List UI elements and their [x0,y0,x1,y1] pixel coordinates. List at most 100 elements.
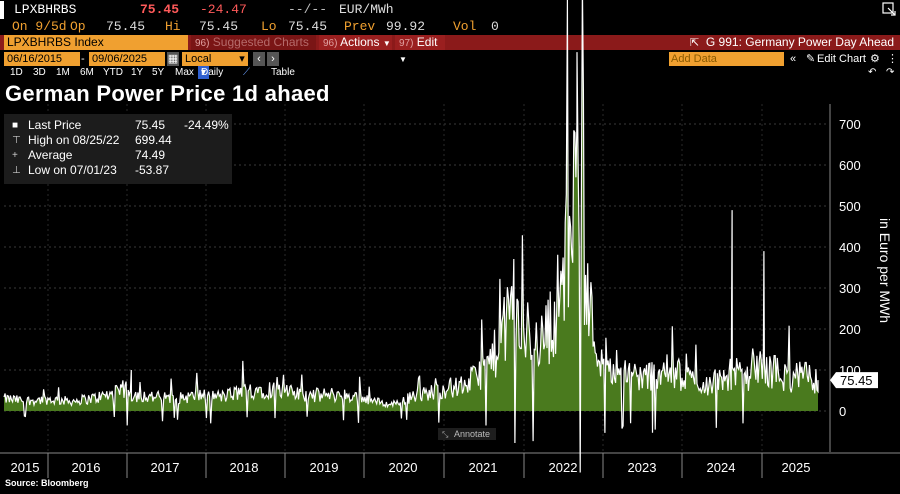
legend-average[interactable]: + Average 74.49 [4,148,232,163]
redo-icon[interactable]: ↷ [886,67,895,78]
chevron-down-icon: ▼ [382,39,391,48]
x-tick-label: 2015 [11,460,40,475]
x-tick-label: 2017 [151,460,180,475]
legend-low[interactable]: ⊥ Low on 07/01/23 -53.87 [4,163,232,178]
legend-last-price[interactable]: ■ Last Price 75.45 -24.49% [4,118,232,133]
x-tick-label: 2019 [310,460,339,475]
high-marker-icon: ⊤ [12,135,21,146]
period-1y[interactable]: 1Y [131,67,144,78]
x-tick-label: 2024 [707,460,736,475]
function-title[interactable]: ⇱ G 991: Germany Power Day Ahead [690,35,894,51]
prev-label: Prev [344,19,376,34]
frequency-label: Daily [201,67,224,78]
high-label: Hi [165,19,181,34]
step-forward-icon[interactable]: › [267,52,279,66]
price-unit: EUR/MWh [339,2,394,17]
legend-high[interactable]: ⊤ High on 08/25/22 699.44 [4,133,232,148]
y-tick-label: 0 [839,404,846,419]
actions-num: 96) [323,38,338,49]
low-label: Lo [261,19,277,34]
annotate-button[interactable]: ⤡ Annotate [438,428,496,440]
edit-chart-button[interactable]: Edit Chart [817,53,866,65]
legend-name: Average [28,148,73,162]
actions-button[interactable]: 96) Actions ▼ [319,35,392,50]
legend-value: -53.87 [135,163,170,177]
legend-name: High on 08/25/22 [28,133,120,147]
edit-chart-icon: ✎ [806,53,816,65]
period-6m[interactable]: 6M [80,67,94,78]
source-note: Source: Bloomberg [5,478,89,488]
period-ytd[interactable]: YTD [103,67,123,78]
legend-value: 699.44 [135,133,172,147]
step-back-icon[interactable]: ‹ [253,52,265,66]
resize-icon[interactable] [882,2,896,16]
security-field[interactable]: LPXBHRBS Index [4,35,188,50]
y-tick-label: 400 [839,240,861,255]
date-separator: - [81,53,85,65]
calendar-icon[interactable]: ▦ [167,52,179,66]
price-change: -24.47 [200,2,247,17]
gear-icon[interactable]: ⚙ [870,53,880,65]
annotate-bg [438,428,496,440]
period-1m[interactable]: 1M [56,67,70,78]
legend-value: 74.49 [135,148,166,162]
legend-name: Low on 07/01/23 [28,163,117,177]
function-bar: LPXBHRBS Index 96) Suggested Charts 96) … [0,35,900,64]
last-value-tag [830,372,878,389]
legend: ■ Last Price 75.45 -24.49% ⊤ High on 08/… [4,114,232,184]
y-tick-label: 700 [839,117,861,132]
edit-label: Edit [416,35,438,49]
quote-bar: LPXBHRBS 75.45 -24.47 --/-- EUR/MWh [0,0,900,20]
legend-name: Last Price [28,118,82,132]
annotate-label: Annotate [454,429,490,439]
volume-value: 0 [491,19,499,34]
ticker-symbol[interactable]: LPXBHRBS [0,1,80,19]
square-icon: ■ [12,120,19,131]
x-tick-label: 2018 [230,460,259,475]
y-tick-label: 500 [839,199,861,214]
low-value: 75.45 [288,19,328,34]
period-5y[interactable]: 5Y [152,67,165,78]
suggested-charts-label: Suggested Charts [212,35,309,49]
table-button[interactable]: Table [271,67,295,78]
low-marker-icon: ⊥ [12,165,21,176]
period-bar: 1D 3D 1M 6M YTD 1Y 5Y Max Daily ▾ ⟋ Tabl… [0,66,900,79]
x-tick-label: 2022 [549,460,578,475]
stats-bar: On 9/5d Op 75.45 Hi 75.45 Lo 75.45 Prev … [0,20,900,35]
chart-title: German Power Price 1d ahaed [5,81,330,106]
function-title-text: G 991: Germany Power Day Ahead [705,35,894,49]
period-max[interactable]: Max [175,67,194,78]
y-tick-label: 600 [839,158,861,173]
period-1d[interactable]: 1D [10,67,23,78]
end-date-field[interactable]: 09/06/2025 [89,52,165,66]
line-chart-icon[interactable]: ⟋ [243,67,250,78]
undo-icon[interactable]: ↶ [868,67,877,78]
open-label: Op [70,19,86,34]
more-icon[interactable]: ⋮ [887,53,898,65]
open-value: 75.45 [106,19,146,34]
edit-num: 97) [399,38,414,49]
actions-label: Actions [340,35,380,49]
price-line [3,0,819,473]
edit-button[interactable]: 97) Edit ▼ [395,35,445,64]
x-tick-label: 2023 [628,460,657,475]
y-axis-label: in Euro per MWh [877,218,893,323]
average-marker-icon: + [12,150,18,161]
frequency-select[interactable]: Daily ▾ [198,66,223,79]
prev-value: 99.92 [386,19,426,34]
x-tick-label: 2025 [782,460,811,475]
start-date-field[interactable]: 06/16/2015 [4,52,80,66]
suggested-charts-button[interactable]: 96) Suggested Charts [191,35,316,50]
add-data-input[interactable]: Add Data [669,52,784,66]
y-tick-label: 200 [839,322,861,337]
last-price: 75.45 [140,2,180,17]
chevron-down-icon: ▼ [399,55,407,64]
legend-value: 75.45 [135,118,166,132]
x-tick-label: 2020 [389,460,418,475]
collapse-icon[interactable]: « [790,53,797,65]
annotate-icon: ⤡ [442,430,449,439]
high-value: 75.45 [199,19,239,34]
chevron-down-icon[interactable]: ▾ [236,52,248,66]
period-3d[interactable]: 3D [33,67,46,78]
